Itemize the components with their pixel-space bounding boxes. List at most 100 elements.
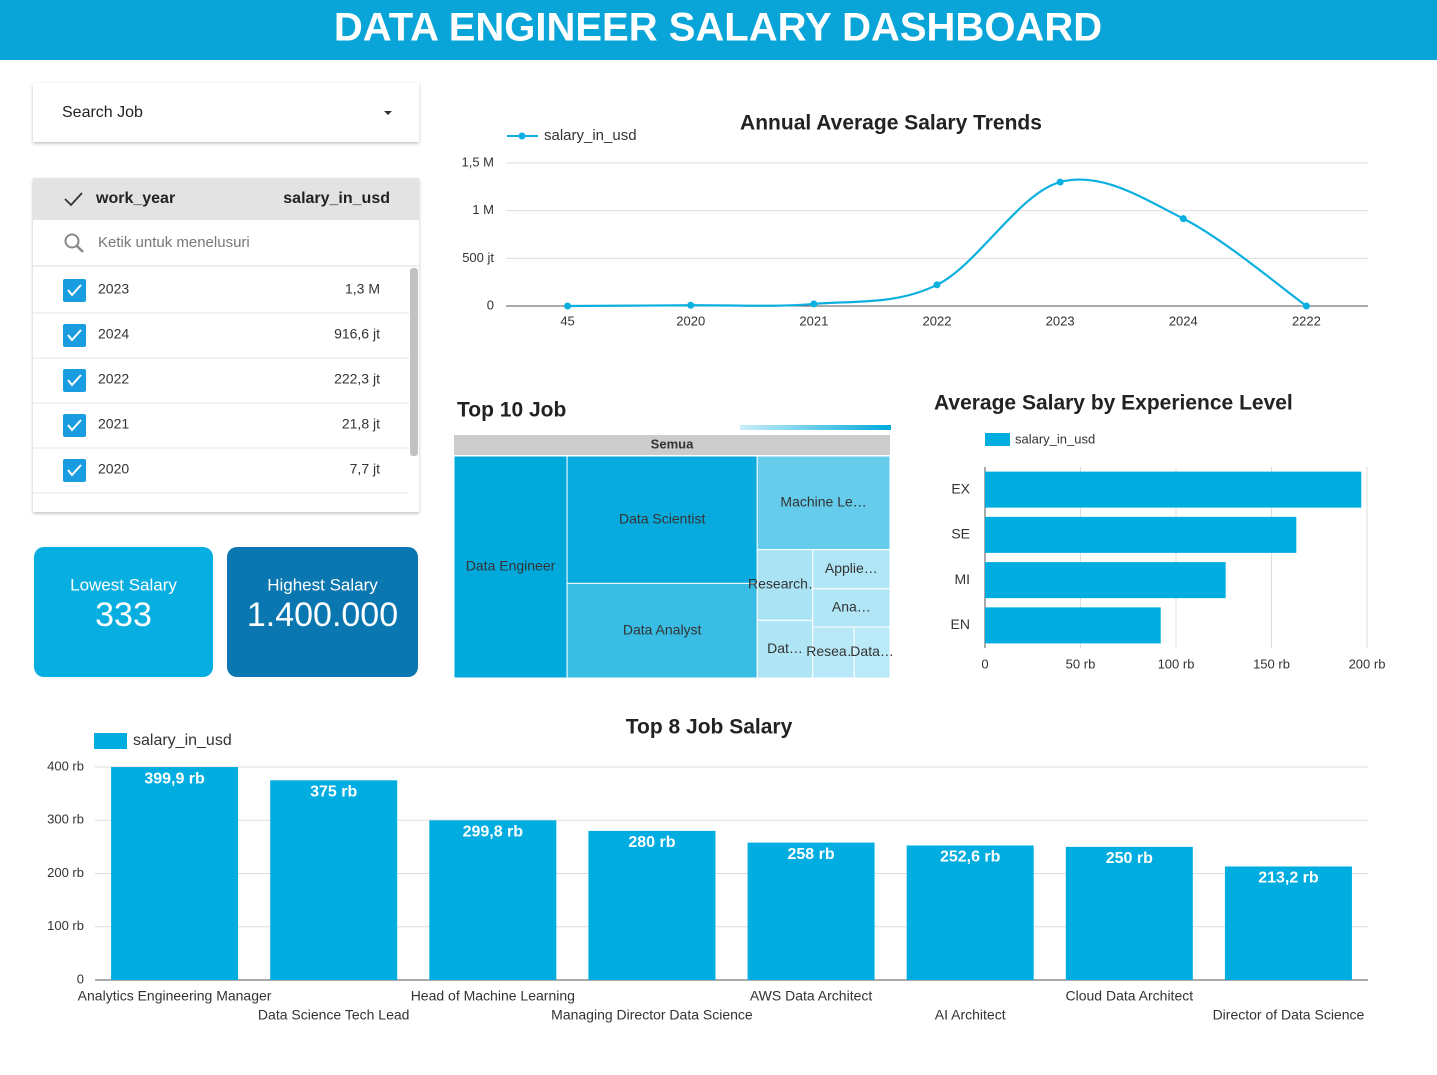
table-search[interactable]: Ketik untuk menelusuri <box>98 234 250 251</box>
row-checkbox[interactable] <box>63 279 86 302</box>
root-label: Semua <box>651 436 694 451</box>
treemap-cell <box>756 455 891 551</box>
page-title: DATA ENGINEER SALARY DASHBOARD <box>334 6 1102 50</box>
table-cell: 7,7 jt <box>350 461 380 477</box>
cell-label: Data Scientist <box>619 510 705 526</box>
bar <box>1065 846 1193 980</box>
treemap-cell <box>812 588 891 628</box>
y-tick-label: EN <box>951 616 970 632</box>
chart-title: Annual Average Salary Trends <box>740 112 1042 135</box>
y-tick-label: 1,5 M <box>461 154 494 169</box>
root-header <box>454 435 890 455</box>
data-point <box>564 302 572 310</box>
check-mark <box>67 329 82 342</box>
x-tick-label: 45 <box>560 313 574 328</box>
bar <box>1224 866 1352 980</box>
select-all-check[interactable] <box>64 192 83 207</box>
treemap-cell <box>853 626 891 679</box>
row-checkbox[interactable] <box>63 369 86 392</box>
x-tick-label: 2222 <box>1292 313 1321 328</box>
header-bar <box>0 0 1437 60</box>
data-point <box>933 281 941 289</box>
column-header[interactable]: salary_in_usd <box>283 190 390 207</box>
table-body: 2023 1,3 M 2024 916,6 jt 2022 222,3 jt 2021 21,… <box>33 279 409 494</box>
filter-label[interactable]: Search Job <box>62 104 143 121</box>
bar <box>985 516 1297 553</box>
data-label: 299,8 rb <box>463 824 524 841</box>
y-tick-label: SE <box>951 526 970 542</box>
legend-label: salary_in_usd <box>1015 431 1095 446</box>
table-cell: 1,3 M <box>345 281 380 297</box>
cell-label: Dat… <box>767 640 803 656</box>
row-checkbox[interactable] <box>63 414 86 437</box>
row-checkbox[interactable] <box>63 324 86 347</box>
y-tick-label: 0 <box>77 971 84 986</box>
x-tick-label: 2023 <box>1046 313 1075 328</box>
check-mark <box>67 419 82 432</box>
y-tick-label: 100 rb <box>47 918 84 933</box>
data-point <box>1056 178 1064 186</box>
row-checkbox[interactable] <box>63 459 86 482</box>
chart-title: Average Salary by Experience Level <box>934 392 1293 415</box>
kpi-label: Highest Salary <box>267 575 378 594</box>
kpi-label: Lowest Salary <box>70 575 177 594</box>
x-tick-label: Cloud Data Architect <box>1066 988 1194 1004</box>
y-tick-label: 300 rb <box>47 812 84 827</box>
y-tick-label: 0 <box>487 297 494 312</box>
column-header[interactable]: work_year <box>95 190 175 207</box>
data-label: 375 rb <box>310 784 357 801</box>
y-tick-label: 1 M <box>472 202 494 217</box>
x-tick-label: 50 rb <box>1066 656 1096 671</box>
data-label: 280 rb <box>628 834 675 851</box>
x-tick-label: Managing Director Data Science <box>551 1007 753 1023</box>
cell-label: Data… <box>850 643 894 659</box>
table-card <box>33 178 419 512</box>
legend-label: salary_in_usd <box>544 127 637 144</box>
bar <box>111 767 239 980</box>
x-tick-label: 200 rb <box>1349 656 1386 671</box>
check-mark <box>67 374 82 387</box>
chart-title: Top 10 Job <box>457 399 566 422</box>
table-cell: 21,8 jt <box>342 416 380 432</box>
x-tick-label: 2021 <box>799 313 828 328</box>
scrollbar[interactable] <box>410 268 418 456</box>
x-tick-label: 2024 <box>1169 313 1198 328</box>
bar <box>429 820 557 980</box>
table-cell: 222,3 jt <box>334 371 380 387</box>
table-cell: 2022 <box>98 371 129 387</box>
cell-label: Applie… <box>825 560 878 576</box>
x-tick-label: 150 rb <box>1253 656 1290 671</box>
treemap-cell <box>756 619 814 679</box>
x-tick-label: 100 rb <box>1158 656 1195 671</box>
table-cell: 916,6 jt <box>334 326 380 342</box>
y-tick-label: 500 jt <box>462 250 494 265</box>
x-tick-label: AWS Data Architect <box>750 988 873 1004</box>
x-tick-label: 2022 <box>923 313 952 328</box>
x-tick-label: AI Architect <box>935 1007 1006 1023</box>
y-tick-label: 200 rb <box>47 865 84 880</box>
filter-box[interactable] <box>33 83 419 142</box>
cell-label: Data Engineer <box>466 558 556 574</box>
kpi-value: 1.400.000 <box>247 596 398 634</box>
job-filter[interactable]: Search Job <box>33 83 419 142</box>
x-tick-label: 0 <box>981 656 988 671</box>
check-mark <box>67 464 82 477</box>
dropdown-arrow[interactable] <box>384 111 392 115</box>
data-table: work_year salary_in_usd Ketik untuk mene… <box>33 178 419 512</box>
search-icon <box>64 233 80 249</box>
bar <box>270 780 398 980</box>
treemap-cell <box>812 626 855 679</box>
bar <box>906 845 1034 980</box>
table-cell: 2021 <box>98 416 129 432</box>
bar <box>588 830 716 980</box>
legend-dot <box>518 132 526 140</box>
cell-label: Data Analyst <box>623 621 702 637</box>
x-tick-label: Director of Data Science <box>1213 1007 1365 1023</box>
data-label: 399,9 rb <box>144 770 205 787</box>
scale-legend <box>740 425 891 430</box>
data-point <box>810 300 818 308</box>
cell-label: Resea… <box>806 643 860 659</box>
data-label: 252,6 rb <box>940 849 1001 866</box>
